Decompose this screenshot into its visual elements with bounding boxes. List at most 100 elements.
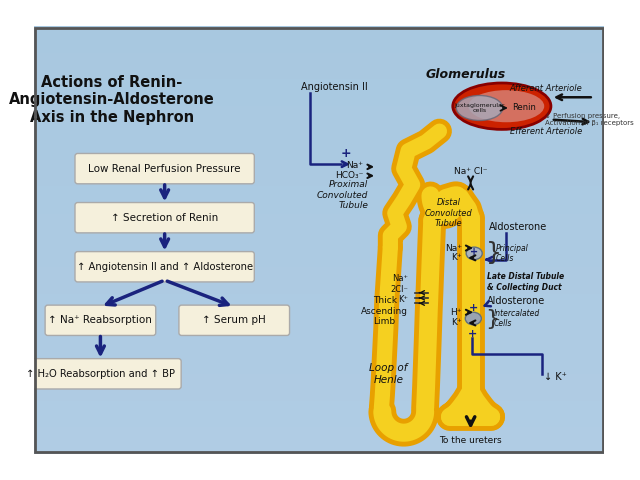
Bar [33,368,604,369]
Bar [33,26,604,27]
Bar [33,357,604,358]
Bar [33,27,604,28]
Bar [33,163,604,164]
Bar [33,71,604,72]
Bar [33,404,604,405]
Text: Afferent Arteriole: Afferent Arteriole [509,84,582,93]
Bar [33,103,604,104]
Bar [33,378,604,379]
Bar [33,244,604,245]
Bar [33,406,604,407]
Bar [33,287,604,288]
Bar [33,176,604,177]
Bar [33,62,604,63]
Bar [33,211,604,212]
Bar [33,235,604,236]
Bar [33,382,604,383]
Bar [33,285,604,286]
Bar [33,300,604,301]
Bar [33,447,604,448]
Bar [33,439,604,440]
Bar [33,185,604,186]
Bar [33,158,604,159]
Bar [33,102,604,103]
Bar [33,394,604,395]
Bar [33,354,604,355]
Text: ↑ Na⁺ Reabsorption: ↑ Na⁺ Reabsorption [49,315,152,325]
Text: +: + [340,147,351,160]
Bar [33,261,604,262]
Bar [33,94,604,95]
Bar [33,344,604,345]
Bar [33,221,604,222]
Bar [33,330,604,331]
Bar [33,298,604,299]
Bar [33,92,604,93]
Bar [33,254,604,255]
Bar [33,32,604,33]
Bar [33,105,604,106]
Bar [33,191,604,192]
Text: Renin: Renin [513,104,536,112]
Bar [33,34,604,35]
Bar [33,238,604,239]
Bar [33,249,604,250]
Bar [33,277,604,278]
Bar [33,43,604,44]
Bar [33,45,604,46]
Text: Distal
Convoluted
Tubule: Distal Convoluted Tubule [424,198,472,228]
Bar [33,178,604,179]
Bar [33,199,604,200]
Bar [33,246,604,247]
Ellipse shape [465,312,481,325]
Bar [33,292,604,293]
Bar [33,417,604,418]
Bar [33,336,604,337]
Bar [33,230,604,231]
Text: Efferent Arteriole: Efferent Arteriole [510,127,582,136]
Bar [33,264,604,265]
Bar [33,453,604,454]
Bar [33,413,604,414]
Bar [33,72,604,73]
Bar [33,236,604,237]
Bar [33,170,604,171]
Bar [33,33,604,34]
Bar [33,174,604,175]
Bar [33,75,604,76]
Bar [33,98,604,99]
Text: }: } [486,241,502,265]
Bar [33,281,604,282]
Bar [33,125,604,126]
Bar [33,317,604,318]
Bar [33,361,604,362]
Bar [33,234,604,235]
Bar [33,90,604,91]
Bar [33,123,604,124]
FancyBboxPatch shape [45,305,156,336]
Text: Loop of
Henle: Loop of Henle [369,363,408,384]
Bar [33,379,604,380]
Bar [33,109,604,110]
Bar [33,207,604,208]
Bar [33,152,604,153]
Bar [33,376,604,377]
Bar [33,318,604,319]
Bar [33,435,604,436]
Bar [33,88,604,89]
Bar [33,239,604,240]
Bar [33,415,604,416]
Bar [33,288,604,289]
Bar [33,414,604,415]
Bar [33,377,604,378]
Bar [33,400,604,401]
Bar [33,392,604,393]
Bar [33,134,604,135]
Bar [33,100,604,101]
Bar [33,49,604,50]
Bar [33,269,604,270]
Bar [33,204,604,205]
Bar [33,150,604,151]
Bar [33,388,604,389]
Bar [33,442,604,443]
